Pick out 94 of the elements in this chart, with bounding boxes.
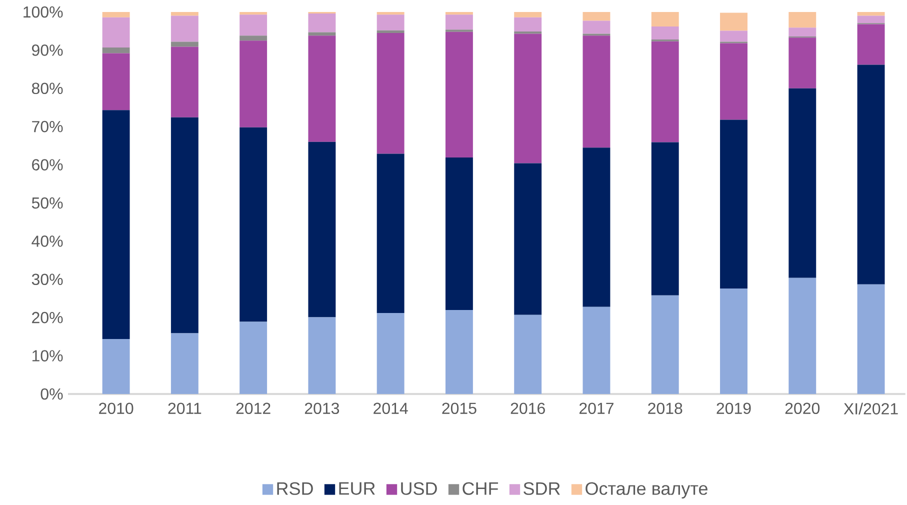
- y-tick-label: 20%: [32, 312, 63, 324]
- bar: [788, 28, 816, 36]
- x-tick-label: XI/2021: [844, 402, 898, 414]
- bar: [308, 317, 336, 394]
- bar: [720, 120, 748, 289]
- bar: [514, 163, 542, 315]
- bar: [582, 36, 610, 148]
- bar: [445, 32, 473, 158]
- bar: [514, 12, 542, 18]
- bar: [376, 30, 404, 33]
- x-tick-label: 2014: [374, 402, 408, 414]
- bar: [170, 333, 198, 394]
- bar: [857, 284, 885, 394]
- bar: [720, 288, 748, 394]
- y-tick-label: 10%: [32, 350, 63, 362]
- bar: [857, 12, 885, 16]
- bar: [102, 338, 130, 394]
- x-tick-label: 2012: [236, 402, 270, 414]
- bar: [514, 17, 542, 32]
- bar: [582, 20, 610, 34]
- bar: [514, 31, 542, 34]
- bar: [788, 88, 816, 278]
- x-tick-label: 2017: [579, 402, 614, 414]
- bar: [857, 16, 885, 24]
- bar: [651, 41, 679, 142]
- x-tick-label: 2011: [168, 402, 202, 414]
- x-tick-label: 2018: [648, 402, 682, 414]
- bar: [651, 295, 679, 394]
- x-tick-label: 2020: [785, 402, 820, 414]
- bar: [376, 14, 404, 30]
- bar: [240, 322, 268, 394]
- y-tick-label: 100%: [24, 6, 63, 18]
- x-tick-label: 2010: [99, 402, 134, 414]
- bar: [582, 306, 610, 394]
- bar: [720, 43, 748, 120]
- bar: [720, 30, 748, 42]
- bar: [240, 40, 268, 128]
- x-tick-label: 2015: [442, 402, 476, 414]
- y-tick-label: 90%: [32, 44, 63, 56]
- x-tick-label: 2019: [716, 402, 751, 414]
- bar: [651, 142, 679, 296]
- bar: [651, 26, 679, 40]
- bar: [720, 12, 748, 31]
- bar: [170, 12, 198, 16]
- legend-label: EUR: [339, 482, 375, 495]
- bar: [170, 117, 198, 334]
- legend-label: CHF: [462, 482, 498, 495]
- y-tick-label: 70%: [32, 120, 63, 132]
- bar: [582, 12, 610, 21]
- bar: [376, 154, 404, 313]
- legend-label: Остале валуте: [586, 482, 708, 499]
- bar: [102, 48, 130, 54]
- bar: [788, 278, 816, 394]
- bar: [857, 64, 885, 284]
- legend-label: SDR: [524, 482, 560, 495]
- bar: [651, 12, 679, 27]
- bar: [788, 12, 816, 28]
- bar: [170, 46, 198, 118]
- bar: [514, 34, 542, 164]
- y-tick-label: 0%: [40, 388, 63, 400]
- bar: [788, 38, 816, 88]
- bar: [102, 53, 130, 110]
- y-tick-label: 80%: [32, 82, 63, 94]
- bar: [102, 110, 130, 339]
- bar: [170, 42, 198, 47]
- bar: [376, 12, 404, 15]
- bar: [514, 314, 542, 394]
- bar: [445, 310, 473, 394]
- bar: [308, 36, 336, 142]
- bar: [240, 14, 268, 36]
- y-tick-label: 50%: [32, 197, 63, 209]
- bar: [102, 17, 130, 48]
- bar: [240, 127, 268, 322]
- bar: [376, 33, 404, 154]
- bar: [445, 12, 473, 15]
- y-tick-label: 30%: [32, 274, 63, 286]
- bar: [308, 142, 336, 318]
- bar: [582, 148, 610, 307]
- legend-label: RSD: [277, 482, 313, 495]
- bar: [308, 14, 336, 32]
- bar: [376, 313, 404, 394]
- x-tick-label: 2013: [304, 402, 340, 414]
- bar: [857, 24, 885, 65]
- bar: [240, 12, 268, 15]
- legend-label: USD: [401, 482, 437, 495]
- bar: [102, 12, 130, 18]
- y-tick-label: 60%: [32, 159, 63, 170]
- bar: [445, 158, 473, 310]
- bar: [445, 14, 473, 30]
- bar: [308, 32, 336, 36]
- y-tick-label: 40%: [32, 236, 63, 247]
- x-tick-label: 2016: [510, 402, 545, 414]
- bar: [240, 36, 268, 41]
- bar: [170, 16, 198, 42]
